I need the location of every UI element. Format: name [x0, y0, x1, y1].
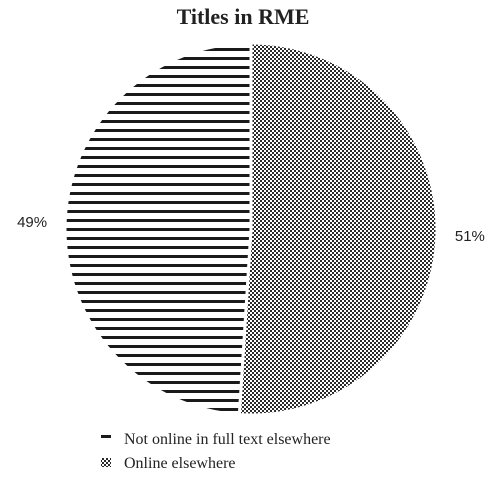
legend: Not online in full text elsewhere Online… [101, 431, 331, 472]
data-labels: 51% 49% [17, 214, 485, 245]
data-label-not-online: 49% [17, 214, 47, 231]
data-label-online: 51% [455, 228, 485, 245]
legend-label-not-online: Not online in full text elsewhere [124, 431, 331, 448]
legend-item-online: Online elsewhere [101, 455, 236, 472]
pie-slice-not-online [63, 41, 253, 417]
legend-swatch-lines [101, 434, 111, 443]
legend-label-online: Online elsewhere [124, 455, 236, 472]
pie-slices [63, 41, 439, 417]
chart-title: Titles in RME [177, 4, 310, 29]
legend-item-not-online: Not online in full text elsewhere [101, 431, 331, 448]
legend-swatch-dots [101, 458, 111, 467]
pie-slice-online [237, 41, 439, 417]
